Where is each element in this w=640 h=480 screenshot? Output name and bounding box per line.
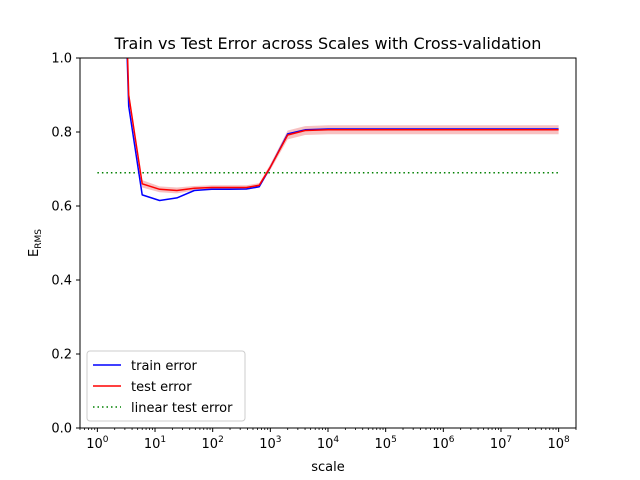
x-axis: 100 101 102 103 104 105 106 107 108	[79, 428, 577, 452]
legend-label-linear-test-error: linear test error	[131, 401, 233, 416]
x-tick-label: 107	[490, 435, 512, 452]
series-line-train-error	[126, 58, 559, 202]
y-tick-label: 1.0	[51, 52, 72, 67]
plot-area	[79, 57, 577, 429]
y-axis-label-main: E	[27, 249, 42, 257]
y-axis-label: ERMS	[27, 229, 44, 257]
chart-title: Train vs Test Error across Scales with C…	[114, 34, 542, 53]
y-axis-label-sub: RMS	[34, 229, 44, 249]
x-tick-label: 102	[202, 435, 224, 452]
x-tick-label: 103	[259, 435, 281, 452]
y-tick-label: 0.4	[51, 274, 72, 289]
legend: train error test error linear test error	[86, 350, 246, 422]
series-layer	[97, 58, 559, 202]
x-tick-label: 104	[317, 435, 340, 452]
series-line-test-error	[126, 58, 559, 192]
x-tick-label: 105	[375, 435, 397, 452]
y-tick-label: 0.8	[51, 126, 72, 141]
x-tick-label: 108	[548, 435, 571, 452]
legend-label-train-error: train error	[131, 359, 198, 374]
y-tick-label: 0.2	[51, 348, 72, 363]
x-tick-label: 100	[86, 435, 109, 452]
y-axis: 0.0 0.2 0.4 0.6 0.8 1.0	[51, 52, 80, 437]
legend-box	[86, 350, 246, 422]
x-tick-label: 101	[144, 435, 166, 452]
y-tick-label: 0.0	[51, 422, 72, 437]
x-axis-label: scale	[311, 460, 345, 475]
y-tick-label: 0.6	[51, 200, 72, 215]
x-tick-label: 106	[432, 435, 455, 452]
test-error-band	[127, 58, 559, 194]
legend-label-test-error: test error	[131, 380, 192, 395]
